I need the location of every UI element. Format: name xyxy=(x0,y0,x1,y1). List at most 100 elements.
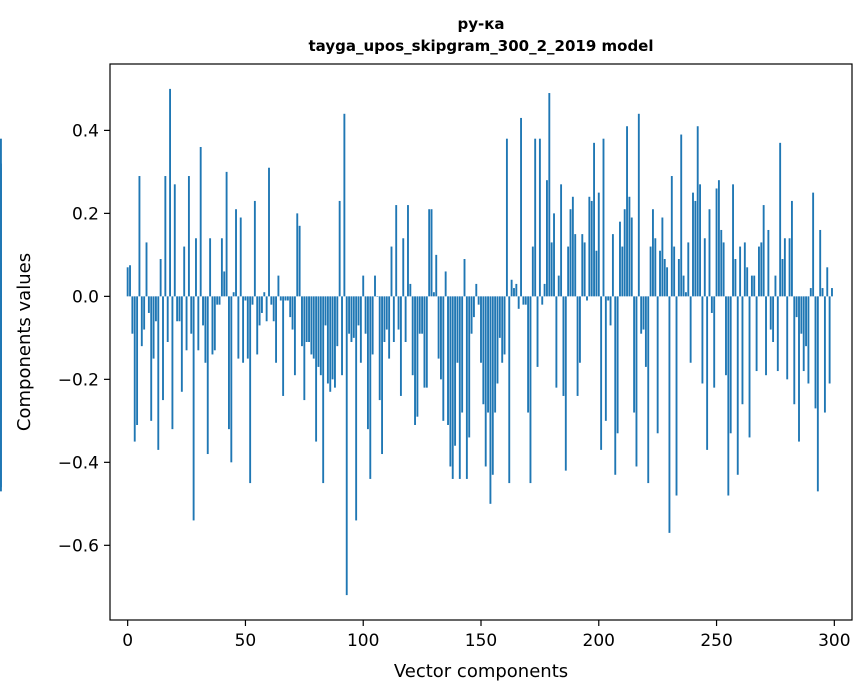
bar xyxy=(729,296,732,434)
y-axis: −0.6 −0.4 −0.2 0.0 0.2 0.4 xyxy=(58,121,110,556)
bar xyxy=(614,296,617,475)
bar xyxy=(769,296,772,330)
bar xyxy=(133,296,136,442)
bar xyxy=(162,296,164,401)
bar xyxy=(277,275,280,297)
bar xyxy=(308,296,310,342)
bar xyxy=(374,275,376,297)
bar xyxy=(154,296,157,322)
bar xyxy=(423,296,426,388)
bar xyxy=(611,234,614,297)
bar xyxy=(256,296,259,355)
bar xyxy=(310,296,313,355)
bar xyxy=(312,296,315,359)
bar xyxy=(253,200,256,297)
bar xyxy=(699,184,701,297)
bar xyxy=(0,163,2,297)
bar xyxy=(659,250,661,297)
y-tick-label: −0.4 xyxy=(58,453,99,473)
bar xyxy=(656,296,659,434)
bar xyxy=(383,296,386,342)
bar xyxy=(543,283,546,297)
bar xyxy=(381,296,383,455)
bar xyxy=(465,296,468,479)
bar xyxy=(296,213,299,297)
bar xyxy=(788,238,791,297)
bar xyxy=(206,296,209,455)
bar xyxy=(293,296,296,376)
bar xyxy=(637,113,640,297)
bar xyxy=(190,296,193,334)
x-axis: 0 50 100 150 200 250 300 xyxy=(122,620,851,651)
bar xyxy=(524,296,527,305)
bar xyxy=(802,296,805,372)
bar xyxy=(150,296,153,421)
bar xyxy=(529,296,532,484)
bar xyxy=(303,296,306,401)
bar xyxy=(661,217,664,297)
bar xyxy=(425,296,428,388)
bar xyxy=(626,126,628,297)
bar xyxy=(753,275,756,297)
bar xyxy=(258,296,261,326)
bar xyxy=(498,296,501,338)
bar xyxy=(765,296,767,376)
bar xyxy=(195,238,197,297)
bar xyxy=(562,296,565,396)
bar xyxy=(480,296,482,363)
bar xyxy=(164,176,167,297)
bar xyxy=(515,283,518,297)
bar xyxy=(736,296,739,475)
bar xyxy=(402,238,405,297)
bar xyxy=(546,180,548,297)
bar xyxy=(301,296,303,347)
bar xyxy=(487,296,489,413)
bar xyxy=(369,296,372,479)
bar xyxy=(715,188,718,297)
bar xyxy=(501,296,504,363)
bar xyxy=(334,296,336,388)
bar xyxy=(449,296,452,467)
bar xyxy=(171,296,174,430)
bar xyxy=(180,296,183,392)
bar xyxy=(635,296,638,467)
bar xyxy=(357,296,360,326)
bar xyxy=(772,296,775,342)
bar xyxy=(359,296,362,363)
bar xyxy=(211,296,214,355)
bar xyxy=(404,296,407,342)
bar xyxy=(468,296,471,438)
bar xyxy=(437,296,440,359)
bar xyxy=(371,296,374,355)
bar xyxy=(746,267,749,297)
bar xyxy=(230,296,233,463)
bar xyxy=(407,205,409,297)
bar xyxy=(147,296,150,313)
x-tick-label: 150 xyxy=(465,631,497,651)
bar xyxy=(223,271,226,297)
bar xyxy=(654,238,657,297)
bar xyxy=(244,296,247,301)
bar xyxy=(470,296,473,334)
bar xyxy=(732,184,734,297)
bar xyxy=(355,296,358,521)
y-tick-label: 0.2 xyxy=(72,204,99,224)
bar xyxy=(0,296,2,313)
bar xyxy=(385,296,388,330)
bar xyxy=(477,296,480,305)
bar xyxy=(249,296,252,484)
bar xyxy=(140,296,143,347)
bar xyxy=(692,192,694,297)
bar xyxy=(823,296,826,413)
bar xyxy=(809,288,812,297)
bar xyxy=(232,292,235,297)
bar xyxy=(505,138,508,297)
bar xyxy=(531,246,534,297)
bar xyxy=(475,283,478,297)
x-tick-label: 0 xyxy=(122,631,133,651)
bar xyxy=(270,296,273,305)
bar xyxy=(621,246,624,297)
bar xyxy=(362,275,365,297)
x-tick-label: 50 xyxy=(235,631,257,651)
plot-frame xyxy=(109,63,853,621)
